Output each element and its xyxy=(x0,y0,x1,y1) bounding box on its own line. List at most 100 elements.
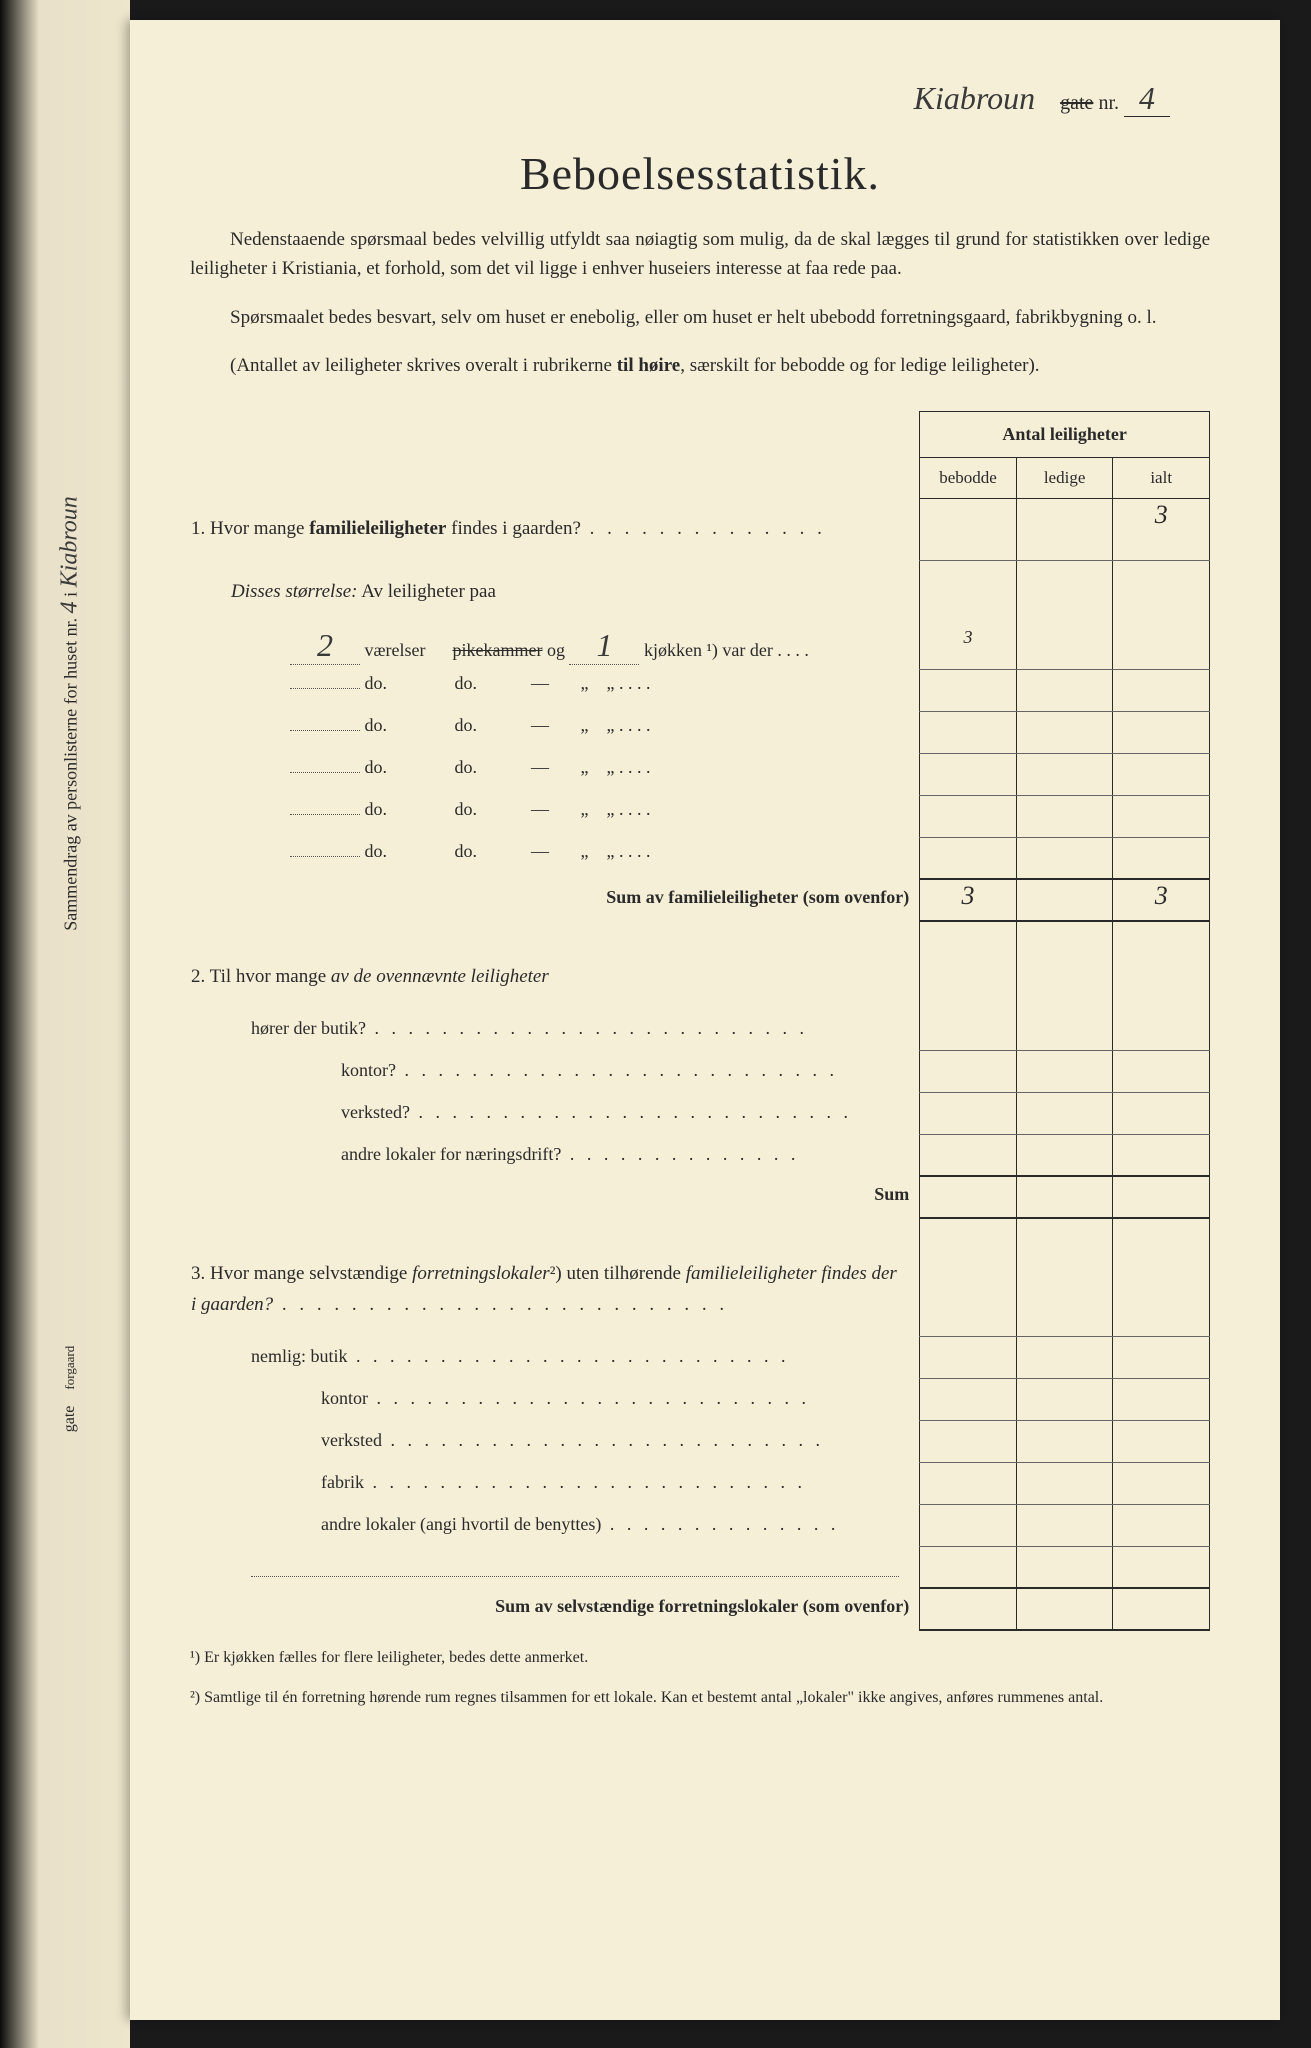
dash2: — xyxy=(531,715,549,735)
dash4: — xyxy=(531,799,549,819)
col-bebodde: bebodde xyxy=(920,457,1017,498)
q3-sum-note: (som ovenfor) xyxy=(803,1596,909,1616)
q1-sum-ialt: 3 xyxy=(1113,879,1210,921)
spine-street: Kiabroun xyxy=(57,496,83,587)
size-row-do-5: do. do. — „ „ . . . . xyxy=(290,841,919,862)
q2-l3: verksted? xyxy=(341,1102,410,1122)
q2-l2: kontor? xyxy=(341,1060,396,1080)
do2b: do. xyxy=(455,715,478,735)
header-street: Kiabroun xyxy=(914,80,1036,116)
do1b: do. xyxy=(455,673,478,693)
q1-sum-note: (som ovenfor) xyxy=(803,887,909,907)
footnote-1: ¹) Er kjøkken fælles for flere leilighet… xyxy=(215,1646,1210,1670)
q3-text: 3. Hvor mange selvstændige forretningslo… xyxy=(191,1259,899,1320)
do4: do. xyxy=(365,799,388,819)
q2-l1: hører der butik? xyxy=(251,1018,366,1038)
q3-dots xyxy=(273,1294,728,1315)
row1-kjokken: kjøkken xyxy=(644,640,702,660)
table-header-main: Antal leiligheter xyxy=(920,411,1210,457)
dash3: — xyxy=(531,757,549,777)
intro-p3a: (Antallet av leiligheter skrives overalt… xyxy=(230,355,617,376)
size-row-1: 2 værelser pikekammer og 1 kjøkken ¹) va… xyxy=(290,627,919,665)
qu4b: „ xyxy=(607,799,615,819)
do5b: do. xyxy=(455,841,478,861)
q3-sum-label: Sum av selvstændige forretningslokaler xyxy=(495,1596,798,1616)
row1-bebodde-value: 3 xyxy=(920,623,1017,669)
q1-c: findes i gaarden? xyxy=(446,518,581,539)
main-form-table: Antal leiligheter bebodde ledige ialt 1.… xyxy=(190,411,1210,1631)
footnote-2: ²) Samtlige til én forretning hørende ru… xyxy=(215,1686,1210,1710)
q3-a: 3. Hvor mange selvstændige xyxy=(191,1263,412,1284)
header-line: Kiabroun gate nr. 4 xyxy=(190,80,1210,117)
q3-l5: andre lokaler (angi hvortil de benyttes) xyxy=(321,1514,601,1534)
row1-vaerelser: værelser xyxy=(365,640,426,660)
q3-d2 xyxy=(368,1388,810,1408)
q3-d4 xyxy=(364,1472,806,1492)
left-margin-spine: Sammendrag av personlisterne for huset n… xyxy=(0,0,130,2048)
q3-blank-line xyxy=(251,1547,899,1577)
qu2: „ xyxy=(581,715,589,735)
spine-forgaard: forgaard xyxy=(62,1346,77,1390)
q3-line3: verksted xyxy=(321,1421,899,1461)
dash1: — xyxy=(531,673,549,693)
row1-rooms: 2 xyxy=(290,627,360,665)
q2-d3 xyxy=(410,1102,852,1122)
q3-d1 xyxy=(348,1346,790,1366)
qu3: „ xyxy=(581,757,589,777)
q1-sizes: Disses størrelse: Av leiligheter paa xyxy=(231,577,899,607)
qu2b: „ xyxy=(607,715,615,735)
q3-l3: verksted xyxy=(321,1430,382,1450)
do5: do. xyxy=(365,841,388,861)
do3b: do. xyxy=(455,757,478,777)
q3-line1: nemlig: butik xyxy=(251,1337,899,1377)
q3-b: forretningslokaler xyxy=(412,1263,550,1284)
q3-d: uten tilhørende xyxy=(562,1263,686,1284)
header-nr-label: nr. xyxy=(1098,92,1119,114)
q3-l1: nemlig: butik xyxy=(251,1346,348,1366)
q3-line4: fabrik xyxy=(321,1463,899,1503)
q3-d3 xyxy=(382,1430,824,1450)
q2-text: 2. Til hvor mange av de ovennævnte leili… xyxy=(191,962,899,992)
q2-b: av de ovennævnte leiligheter xyxy=(331,966,549,987)
page-title: Beboelsesstatistik. xyxy=(190,147,1210,200)
row1-fn: ¹) xyxy=(706,640,717,660)
col-ledige: ledige xyxy=(1016,457,1113,498)
spine-nr: 4 xyxy=(57,601,83,613)
row1-pikekammer: pikekammer xyxy=(452,640,542,660)
q3-d5 xyxy=(601,1514,839,1534)
intro-p2: Spørsmaalet bedes besvart, selv om huset… xyxy=(190,303,1210,332)
q1-text: 1. Hvor mange familieleiligheter findes … xyxy=(191,514,899,544)
q2-sum-label: Sum xyxy=(874,1184,909,1204)
header-gate-struck: gate xyxy=(1060,92,1093,114)
spine-text: Sammendrag av personlisterne for huset n… xyxy=(57,464,84,964)
q3-l4: fabrik xyxy=(321,1472,364,1492)
q1-sum-bebodde: 3 xyxy=(920,879,1017,921)
q3-c: ²) xyxy=(550,1263,562,1284)
q2-line3: verksted? xyxy=(341,1093,899,1133)
q1-b: familieleiligheter xyxy=(309,518,446,539)
intro-p3c: , særskilt for bebodde og for ledige lei… xyxy=(680,355,1039,376)
spine-gate-label: gate xyxy=(61,1406,78,1433)
do1: do. xyxy=(365,673,388,693)
qu3b: „ xyxy=(607,757,615,777)
do4b: do. xyxy=(455,799,478,819)
q2-d2 xyxy=(396,1060,838,1080)
size-row-do-3: do. do. — „ „ . . . . xyxy=(290,757,919,778)
size-row-do-1: do. do. — „ „ . . . . xyxy=(290,673,919,694)
col-ialt: ialt xyxy=(1113,457,1210,498)
spine-label: Sammendrag av personlisterne for huset n… xyxy=(61,618,81,931)
dash5: — xyxy=(531,841,549,861)
q2-line4: andre lokaler for næringsdrift? xyxy=(341,1135,899,1175)
q3-line2: kontor xyxy=(321,1379,899,1419)
q2-sum: Sum xyxy=(190,1176,920,1218)
spine-gate: gate forgaard xyxy=(61,1239,79,1539)
q1-dots xyxy=(581,518,826,539)
q1-sizes-sub: Av leiligheter paa xyxy=(358,581,496,602)
q1-sizes-label: Disses størrelse: xyxy=(231,581,358,602)
header-nr-value: 4 xyxy=(1124,80,1170,117)
q3-sum-row: Sum av selvstændige forretningslokaler (… xyxy=(190,1588,920,1630)
spine-i: i xyxy=(61,592,81,597)
qu1b: „ xyxy=(607,673,615,693)
qu1: „ xyxy=(581,673,589,693)
q1-ialt-value: 3 xyxy=(1113,498,1210,560)
